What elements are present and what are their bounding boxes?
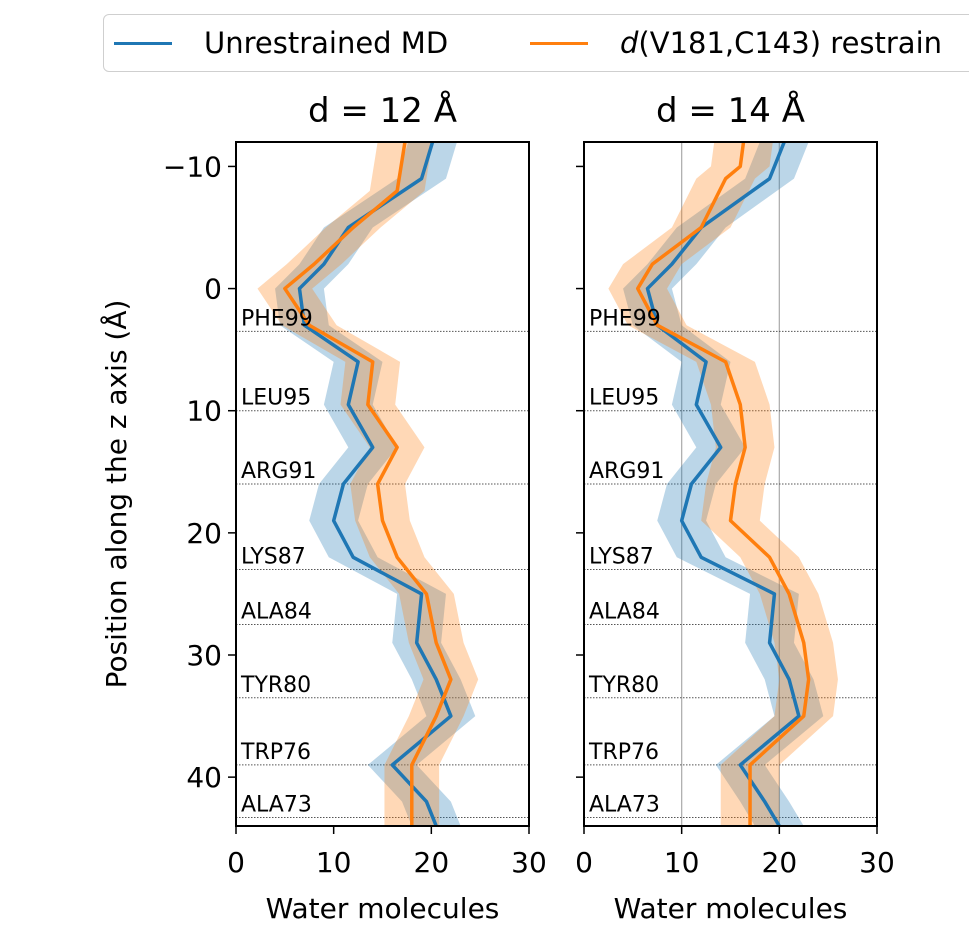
y-tick-label--10: −10 [163,150,222,183]
line-unrestrained [645,142,801,826]
legend-swatch-restrained [530,41,588,45]
panel-title: d = 12 Å [308,90,457,131]
panel-1: PHE99 LEU95 ARG91 LYS87 ALA84 TYR80 TRP76 ALA73… [99,90,547,925]
y-tick-label-0: 0 [204,273,222,306]
x-tick-label-20: 20 [762,846,798,879]
axes-frame [235,141,530,827]
x-tick-label-0: 0 [575,846,593,879]
x-tick-label-10: 10 [316,846,352,879]
residue-label-tyr80: TYR80 [240,673,311,698]
y-tick-label-10: 10 [186,395,222,428]
residue-label-leu95: LEU95 [589,386,659,411]
residue-label-leu95: LEU95 [241,386,311,411]
y-tick-label-40: 40 [186,761,222,794]
residue-label-trp76: TRP76 [588,740,659,765]
x-axis-label: Water molecules [614,892,848,925]
residue-label-ala73: ALA73 [241,792,312,817]
residue-label-trp76: TRP76 [240,740,311,765]
residue-label-ala84: ALA84 [241,599,312,624]
legend-label-restrained-italic: d [620,26,639,60]
residue-label-tyr80: TYR80 [588,673,659,698]
plot-area [584,142,877,826]
line-restrained [635,142,811,826]
x-axis-label: Water molecules [266,892,500,925]
residue-label-ala73: ALA73 [589,792,660,817]
residue-label-lys87: LYS87 [241,545,306,570]
y-tick-label-30: 30 [186,639,222,672]
legend-label-unrestrained: Unrestrained MD [204,26,449,60]
panel-2: PHE99 LEU95 ARG91 LYS87 ALA84 TYR80 TRP76 ALA73… [575,90,895,925]
legend-item-restrained: d(V181,C143) restrain [530,15,942,71]
y-tick-label-20: 20 [186,517,222,550]
x-tick-label-0: 0 [227,846,245,879]
plot-area [236,142,529,826]
x-tick-label-30: 30 [511,846,547,879]
line-unrestrained [297,142,453,826]
residue-label-ala84: ALA84 [589,599,660,624]
legend-swatch-unrestrained [114,41,172,45]
residue-label-arg91: ARG91 [241,459,316,484]
x-tick-label-30: 30 [859,846,895,879]
axes-frame [583,141,878,827]
band-restrained [608,142,838,826]
x-tick-label-20: 20 [414,846,450,879]
residue-label-phe99: PHE99 [241,306,313,331]
residue-label-phe99: PHE99 [589,306,661,331]
x-tick-label-10: 10 [664,846,700,879]
y-axis-label: Position along the z axis (Å) [99,300,133,689]
band-unrestrained [623,142,824,826]
legend-label-restrained: d(V181,C143) restrain [620,26,942,60]
line-restrained [283,142,453,826]
legend: Unrestrained MD d(V181,C143) restrain [103,14,969,72]
band-unrestrained [275,142,476,826]
legend-item-unrestrained: Unrestrained MD [114,15,448,71]
residue-label-lys87: LYS87 [589,545,654,570]
legend-label-restrained-rest: (V181,C143) restrain [638,26,943,60]
panel-title: d = 14 Å [656,90,805,131]
residue-label-arg91: ARG91 [589,459,664,484]
